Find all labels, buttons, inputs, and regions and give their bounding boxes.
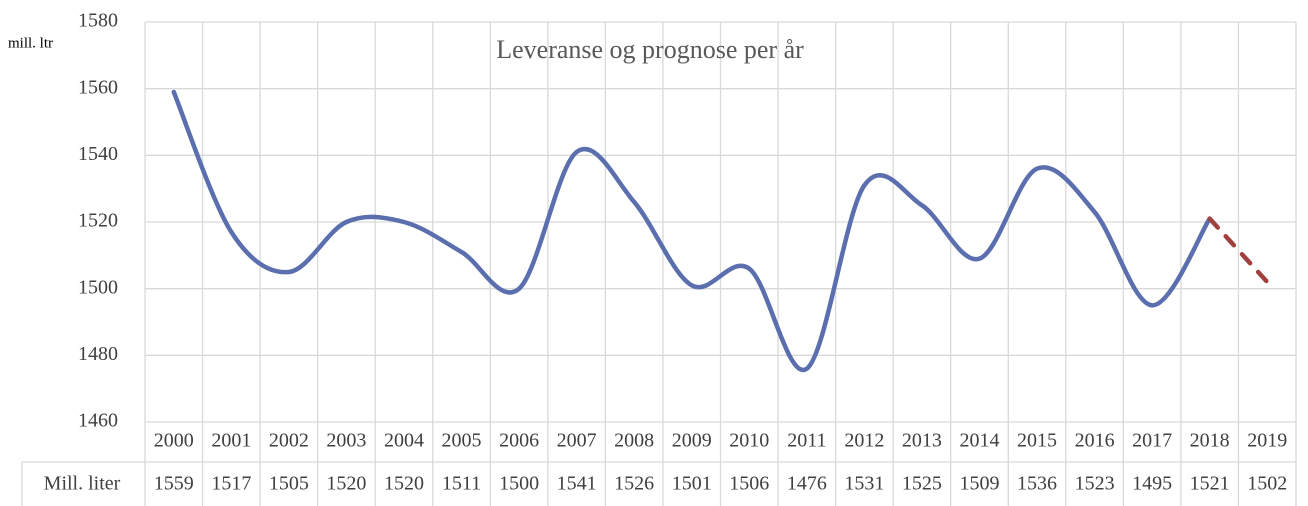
table-value: 1526 [614, 473, 654, 495]
y-tick-label: 1580 [78, 10, 118, 32]
line-series [1207, 216, 1270, 285]
table-value: 1506 [729, 473, 769, 495]
table-value: 1495 [1132, 473, 1172, 495]
table-value: 1521 [1190, 473, 1230, 495]
table-value: 1536 [1017, 473, 1057, 495]
table-value: 1476 [787, 473, 827, 495]
table-value: 1531 [844, 473, 884, 495]
x-tick-label: 2002 [269, 430, 309, 452]
x-tick-label: 2007 [557, 430, 597, 452]
x-tick-label: 2010 [729, 430, 769, 452]
table-value: 1500 [499, 473, 539, 495]
y-tick-label: 1480 [78, 343, 118, 365]
x-tick-label: 2009 [672, 430, 712, 452]
table-value: 1520 [326, 473, 366, 495]
x-tick-label: 2018 [1190, 430, 1230, 452]
x-tick-label: 2012 [844, 430, 884, 452]
x-tick-label: 2004 [384, 430, 424, 452]
x-tick-label: 2019 [1247, 430, 1287, 452]
table-value: 1520 [384, 473, 424, 495]
table-value: 1505 [269, 473, 309, 495]
table-value: 1517 [211, 473, 251, 495]
chart-title: Leveranse og prognose per år [496, 35, 804, 64]
table-value: 1509 [959, 473, 999, 495]
x-tick-label: 2001 [211, 430, 251, 452]
y-tick-label: 1560 [78, 76, 118, 98]
table-value: 1541 [557, 473, 597, 495]
table-row-label: Mill. liter [44, 473, 121, 495]
table-value: 1502 [1247, 473, 1287, 495]
table-value: 1511 [442, 473, 481, 495]
y-tick-label: 1540 [78, 143, 118, 165]
table-value: 1559 [154, 473, 194, 495]
x-tick-label: 2013 [902, 430, 942, 452]
x-tick-label: 2006 [499, 430, 539, 452]
x-tick-label: 2017 [1132, 430, 1172, 452]
table-value: 1525 [902, 473, 942, 495]
y-tick-label: 1520 [78, 210, 118, 232]
table-value: 1501 [672, 473, 712, 495]
line-series [171, 89, 1212, 373]
y-tick-label: 1460 [78, 410, 118, 432]
x-tick-label: 2008 [614, 430, 654, 452]
table-value: 1523 [1075, 473, 1115, 495]
y-axis-label: mill. ltr [8, 35, 53, 51]
x-tick-label: 2003 [326, 430, 366, 452]
x-tick-label: 2011 [787, 430, 826, 452]
x-tick-label: 2005 [442, 430, 482, 452]
x-tick-label: 2016 [1075, 430, 1115, 452]
x-tick-label: 2014 [959, 430, 999, 452]
x-tick-label: 2015 [1017, 430, 1057, 452]
x-tick-label: 2000 [154, 430, 194, 452]
y-tick-label: 1500 [78, 276, 118, 298]
